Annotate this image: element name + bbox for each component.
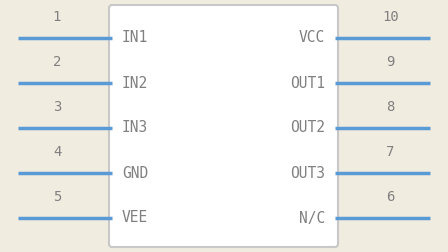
Text: 8: 8 <box>386 100 395 114</box>
Text: 7: 7 <box>386 145 395 159</box>
Text: GND: GND <box>122 166 148 180</box>
Text: IN2: IN2 <box>122 76 148 90</box>
FancyBboxPatch shape <box>109 5 338 247</box>
Text: VEE: VEE <box>122 210 148 226</box>
Text: 10: 10 <box>382 10 399 24</box>
Text: 1: 1 <box>53 10 61 24</box>
Text: 9: 9 <box>386 55 395 69</box>
Text: OUT1: OUT1 <box>290 76 325 90</box>
Text: IN1: IN1 <box>122 30 148 46</box>
Text: 4: 4 <box>53 145 61 159</box>
Text: 3: 3 <box>53 100 61 114</box>
Text: IN3: IN3 <box>122 120 148 136</box>
Text: 2: 2 <box>53 55 61 69</box>
Text: N/C: N/C <box>299 210 325 226</box>
Text: VCC: VCC <box>299 30 325 46</box>
Text: OUT3: OUT3 <box>290 166 325 180</box>
Text: OUT2: OUT2 <box>290 120 325 136</box>
Text: 6: 6 <box>386 190 395 204</box>
Text: 5: 5 <box>53 190 61 204</box>
